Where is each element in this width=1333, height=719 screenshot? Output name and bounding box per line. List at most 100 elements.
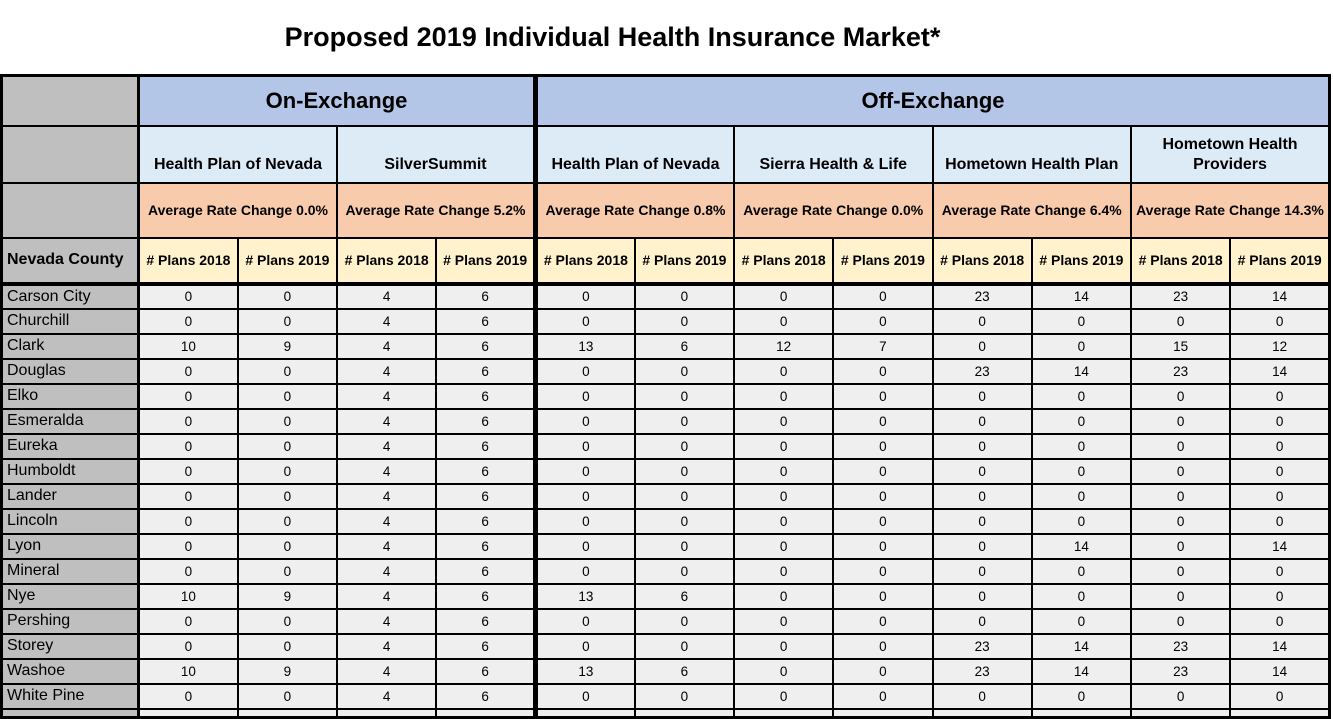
plan-count-cell: 0 <box>633 682 736 710</box>
rate-change-row: Average Rate Change 0.0% Average Rate Ch… <box>0 181 1331 239</box>
plans-year-header: # Plans 2019 <box>1030 236 1133 286</box>
plan-count-cell: 0 <box>137 382 239 410</box>
plan-count-cell: 0 <box>931 682 1033 710</box>
plan-count-cell: 0 <box>1030 682 1133 710</box>
county-row: Lander 0 0 4 6 0 0 0 0 <box>0 482 1331 510</box>
plan-count-cell: 0 <box>732 382 835 410</box>
plan-count-cell: 0 <box>137 632 239 660</box>
plan-count-cell: 6 <box>633 582 736 610</box>
plan-count-cell: 9 <box>236 582 339 610</box>
plan-count-cell: 0 <box>236 407 339 435</box>
plan-count-cell: 4 <box>335 407 438 435</box>
county-name-cell: Humboldt <box>0 457 140 485</box>
plan-count-cell: 9 <box>236 332 339 360</box>
plan-count-cell: 0 <box>732 457 835 485</box>
county-name-cell: Washoe <box>0 657 140 685</box>
plan-count-cell: 0 <box>732 307 835 335</box>
county-row: Eureka 0 0 4 6 0 0 0 0 <box>0 432 1331 460</box>
plan-count-cell: 23 <box>931 632 1033 660</box>
plan-count-cell: 0 <box>732 507 835 535</box>
plans-year-header: # Plans 2018 <box>931 236 1033 286</box>
county-row: Pershing 0 0 4 6 0 0 0 0 <box>0 607 1331 635</box>
plan-count-cell: 0 <box>832 507 934 535</box>
plan-count-cell: 0 <box>532 457 636 485</box>
plan-count-cell: 0 <box>633 307 736 335</box>
plan-count-cell: 6 <box>435 557 537 585</box>
plan-count-cell: 0 <box>1030 607 1133 635</box>
county-name-cell: Pershing <box>0 607 140 635</box>
plans-year-header: # Plans 2019 <box>435 236 537 286</box>
plan-count-cell: 0 <box>832 307 934 335</box>
plan-count-cell: 0 <box>532 482 636 510</box>
plan-count-cell: 0 <box>832 357 934 385</box>
plan-count-cell: 0 <box>1129 482 1232 510</box>
plan-count-cell: 0 <box>1129 457 1232 485</box>
plan-count-cell: 23 <box>1129 282 1232 310</box>
plan-count-cell: 0 <box>732 357 835 385</box>
plan-count-cell: 0 <box>137 557 239 585</box>
plan-count-cell: 0 <box>1229 482 1331 510</box>
plan-count-cell: 0 <box>236 457 339 485</box>
plan-count-cell: 0 <box>1229 307 1331 335</box>
plan-count-cell: 4 <box>335 682 438 710</box>
plan-count-cell: 0 <box>1129 582 1232 610</box>
plan-count-cell: 0 <box>532 407 636 435</box>
plan-count-cell: 0 <box>732 682 835 710</box>
county-row: Washoe 10 9 4 6 13 6 0 0 <box>0 657 1331 685</box>
plan-count-cell: 13 <box>532 657 636 685</box>
county-name-cell: Eureka <box>0 432 140 460</box>
insurance-market-table: On-Exchange Off-Exchange Health Plan of … <box>0 74 1331 719</box>
plan-count-cell: 0 <box>1129 607 1232 635</box>
county-name-cell: Elko <box>0 382 140 410</box>
plan-count-cell: 6 <box>435 332 537 360</box>
plan-count-cell: 0 <box>832 557 934 585</box>
county-rows: Carson City 0 0 4 6 0 0 0 0 <box>0 282 1331 710</box>
plan-count-cell: 0 <box>532 307 636 335</box>
plan-count-cell: 7 <box>832 332 934 360</box>
plan-count-cell: 23 <box>1129 632 1232 660</box>
plan-count-cell: 6 <box>435 282 537 310</box>
plan-name-header: Health Plan of Nevada <box>533 124 735 184</box>
county-row: Lyon 0 0 4 6 0 0 0 0 0 <box>0 532 1331 560</box>
plan-count-cell: 6 <box>435 657 537 685</box>
plan-count-cell: 4 <box>335 432 438 460</box>
plan-count-cell: 0 <box>1129 557 1232 585</box>
county-row: Carson City 0 0 4 6 0 0 0 0 <box>0 282 1331 310</box>
plans-year-header: # Plans 2018 <box>1129 236 1232 286</box>
plan-count-cell: 0 <box>137 607 239 635</box>
plan-count-cell: 0 <box>832 607 934 635</box>
plan-count-cell: 0 <box>931 307 1033 335</box>
plan-count-cell: 0 <box>931 332 1033 360</box>
plan-count-cell: 13 <box>532 582 636 610</box>
plan-count-cell: 0 <box>633 532 736 560</box>
plan-name-header: SilverSummit <box>336 124 537 184</box>
plans-year-header: # Plans 2018 <box>137 236 239 286</box>
plans-year-header: # Plans 2019 <box>236 236 339 286</box>
plan-count-cell: 0 <box>137 307 239 335</box>
plan-count-cell: 0 <box>633 282 736 310</box>
plan-count-cell: 6 <box>435 507 537 535</box>
plan-count-cell: 0 <box>137 507 239 535</box>
plan-count-cell: 0 <box>1229 582 1331 610</box>
plan-count-cell: 10 <box>137 582 239 610</box>
plan-count-cell: 4 <box>335 482 438 510</box>
plan-count-cell: 0 <box>732 582 835 610</box>
plan-count-cell: 0 <box>137 407 239 435</box>
county-name-cell: Lyon <box>0 532 140 560</box>
plan-count-cell: 0 <box>1030 307 1133 335</box>
plan-count-cell: 6 <box>435 482 537 510</box>
county-row: Esmeralda 0 0 4 6 0 0 0 0 <box>0 407 1331 435</box>
plan-count-cell: 0 <box>832 682 934 710</box>
plan-count-cell: 0 <box>532 432 636 460</box>
county-row: Elko 0 0 4 6 0 0 0 0 0 <box>0 382 1331 410</box>
plan-count-cell: 0 <box>1030 582 1133 610</box>
plan-name-header: Hometown Health Providers <box>1130 124 1331 184</box>
plan-count-cell: 0 <box>732 657 835 685</box>
average-rate-change-cell: Average Rate Change 5.2% <box>336 181 537 239</box>
plan-count-cell: 4 <box>335 457 438 485</box>
county-name-cell: Clark <box>0 332 140 360</box>
county-name-cell: White Pine <box>0 682 140 710</box>
plan-count-cell: 0 <box>633 632 736 660</box>
plan-count-cell: 0 <box>137 432 239 460</box>
plan-count-cell: 0 <box>532 282 636 310</box>
